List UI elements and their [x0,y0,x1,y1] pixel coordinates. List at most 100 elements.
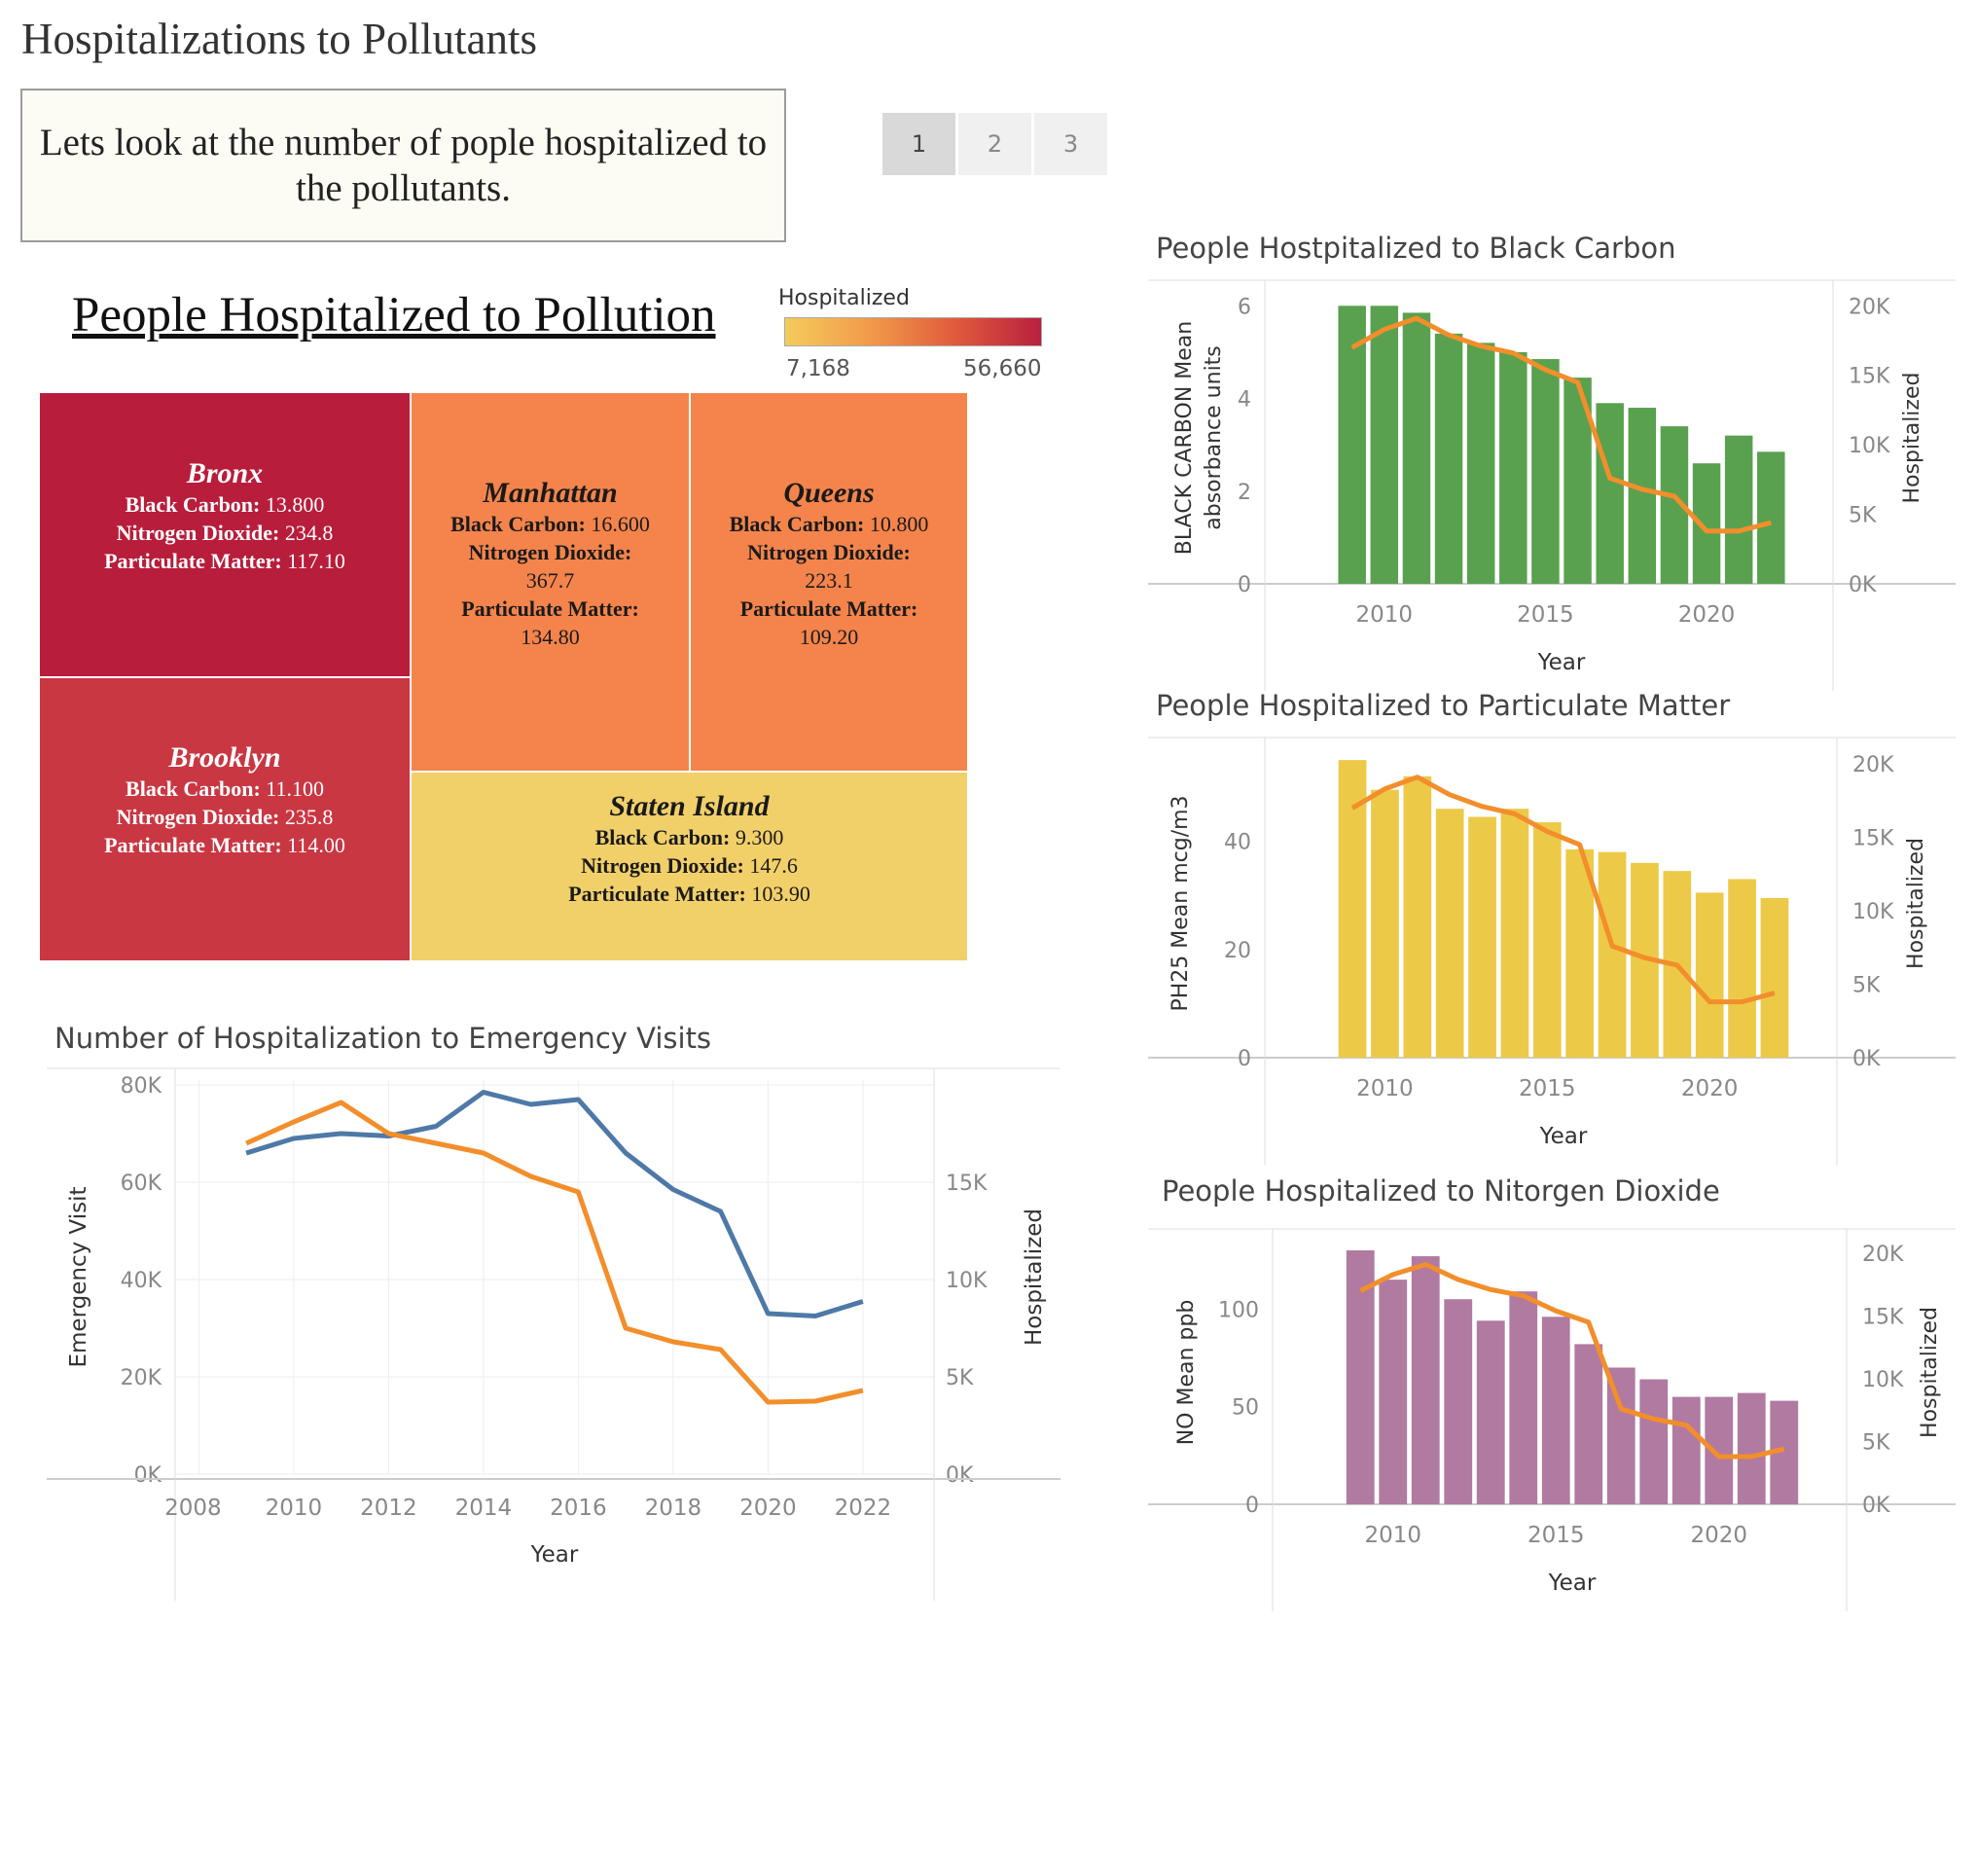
bar [1596,403,1624,584]
legend-title: Hospitalized [778,286,910,310]
y2-axis-title: Hospitalized [1022,1209,1047,1346]
metric-label: Nitrogen Dioxide: [581,853,744,878]
y-tick-label: 80K [121,1074,162,1099]
metric-value: 234.8 [284,521,334,545]
y-tick-label: 20 [1224,939,1251,963]
bar [1705,1396,1734,1504]
emergency-line-chart: 0K 20K 40K 60K 80K 0K 5K 10K 15K 2008 2010 2012 2014… [47,1067,1060,1601]
bar [1565,848,1595,1058]
metric-label: Nitrogen Dioxide: [747,540,911,564]
y-axis-title: absorbance units [1202,345,1226,530]
metric-value: 16.600 [591,512,650,536]
bar [1468,816,1496,1058]
metric-value: 367.7 [525,568,575,593]
black-carbon-bar-chart: 0 2 4 6 0K 5K 10K 15K 20K 2010 2015 2020 Year BLACK C… [1148,279,1956,691]
tile-bronx[interactable]: Bronx Black Carbon: 13.800 Nitrogen Diox… [39,392,411,677]
dashboard-title: Hospitalizations to Pollutants [21,15,537,63]
y-axis-title: NO Mean ppb [1174,1300,1199,1446]
metric-label: Nitrogen Dioxide: [468,540,632,564]
x-tick-label: 2010 [266,1496,323,1521]
tile-name: Bronx [186,457,264,489]
metric-label: Particulate Matter: [568,882,746,906]
y2-tick-label: 20K [1852,753,1894,777]
metric-value: 13.800 [265,492,325,517]
y2-tick-label: 10K [1849,434,1890,458]
tile-staten-island[interactable]: Staten Island Black Carbon: 9.300 Nitrog… [411,772,968,961]
y2-axis-title: Hospitalized [1918,1307,1942,1438]
metric-value: 147.6 [749,853,798,878]
x-tick-label: 2020 [1678,602,1736,628]
hospitalized-line [1350,775,1776,1005]
legend-max-label: 56,660 [963,356,1042,381]
bar [1411,1256,1440,1504]
bar [1760,897,1789,1058]
x-tick-label: 2020 [1681,1076,1739,1101]
bar [1509,1291,1538,1504]
bar [1338,306,1366,584]
hospitalized-line [1350,315,1772,534]
metric-value: 223.1 [805,568,853,593]
metric-label: Particulate Matter: [104,549,282,573]
tile-name: Staten Island [609,790,770,822]
hospitalized-line [1359,1262,1785,1460]
metric-value: 235.8 [284,805,334,829]
y2-tick-label: 10K [1852,900,1894,924]
y2-tick-label: 20K [1849,295,1890,319]
particulate-bar-chart: 0 20 40 0K 5K 10K 15K 20K 2010 2015 2020 Year PH25 M… [1148,737,1956,1165]
tile-queens[interactable]: Queens Black Carbon: 10.800 Nitrogen Dio… [690,392,968,772]
bar [1346,1250,1375,1504]
y-tick-label: 0 [1238,1047,1251,1071]
y2-tick-label: 10K [946,1269,988,1293]
y2-axis-title: Hospitalized [1900,373,1924,504]
y2-tick-label: 5K [1849,504,1877,528]
x-axis-title: Year [1537,650,1586,675]
bar [1434,333,1463,584]
x-tick-label: 2015 [1519,1076,1576,1101]
metric-value: 114.00 [287,833,345,857]
y2-tick-label: 0K [1852,1047,1881,1071]
y-tick-label: 4 [1238,388,1251,413]
metric-label: Particulate Matter: [104,833,282,857]
tile-brooklyn[interactable]: Brooklyn Black Carbon: 11.100 Nitrogen D… [39,677,411,961]
y2-tick-label: 0K [1849,573,1877,597]
bar [1500,809,1529,1058]
black-carbon-chart-title: People Hostpitalized to Black Carbon [1156,232,1676,265]
x-tick-label: 2010 [1356,602,1414,628]
bar [1598,851,1627,1058]
y2-tick-label: 5K [946,1366,974,1390]
y2-tick-label: 15K [1862,1305,1904,1329]
y-axis-title: Emergency Visit [66,1186,91,1367]
y-axis-title: BLACK CARBON Mean [1172,321,1197,555]
bar [1671,1396,1701,1504]
page-3-button[interactable]: 3 [1034,113,1107,175]
bar [1628,408,1657,584]
x-tick-label: 2018 [645,1496,702,1521]
page-1-button[interactable]: 1 [882,113,955,175]
bar [1728,879,1756,1058]
bar [1499,351,1528,584]
bar [1574,1344,1603,1504]
bar [1724,435,1753,584]
bar [1466,343,1495,584]
metric-label: Black Carbon: [594,825,731,849]
bar [1370,306,1399,584]
x-axis-title: Year [1539,1124,1588,1149]
metric-value: 10.800 [869,512,929,536]
bar [1541,1317,1570,1504]
y-tick-label: 0 [1238,573,1251,597]
y-tick-label: 40K [121,1269,162,1293]
x-axis-title: Year [1548,1570,1597,1596]
y2-tick-label: 20K [1862,1243,1904,1267]
emergency-chart-title: Number of Hospitalization to Emergency V… [54,1022,712,1055]
tile-manhattan[interactable]: Manhattan Black Carbon: 16.600 Nitrogen … [411,392,690,772]
bar [1531,359,1560,584]
metric-value: 11.100 [266,776,324,801]
page-2-button[interactable]: 2 [958,113,1031,175]
treemap-title: People Hospitalized to Pollution [72,288,716,343]
metric-label: Particulate Matter: [739,596,918,621]
y-tick-label: 0K [134,1463,162,1488]
y-tick-label: 40 [1224,831,1251,855]
bar [1403,776,1432,1058]
emergency-visit-line [245,1090,864,1318]
y2-tick-label: 15K [1852,827,1894,851]
